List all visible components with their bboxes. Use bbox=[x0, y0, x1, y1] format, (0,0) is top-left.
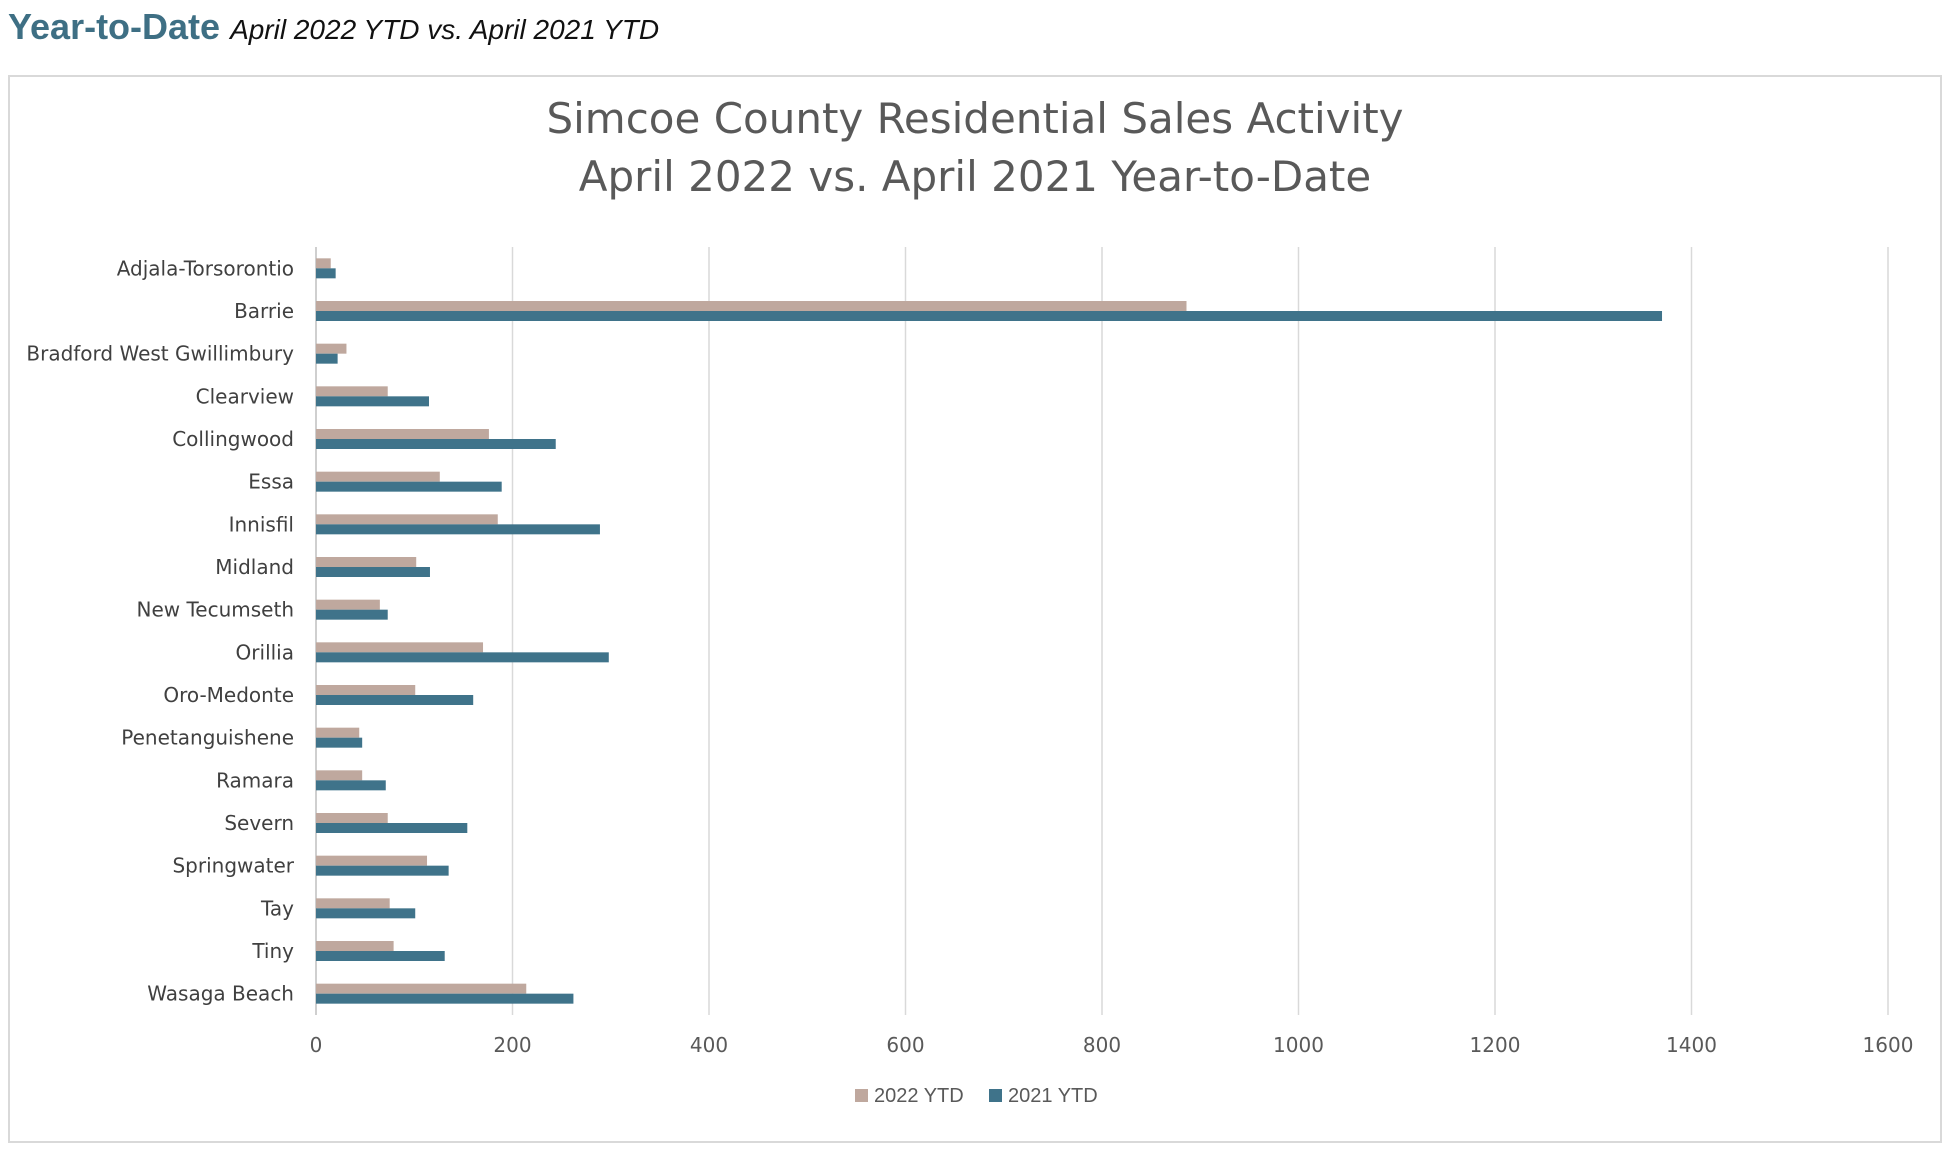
x-tick-label: 0 bbox=[310, 1033, 323, 1057]
x-tick-label: 800 bbox=[1083, 1033, 1121, 1057]
gridlines bbox=[315, 247, 1889, 1015]
bar-2021-ytd bbox=[316, 652, 609, 663]
bar-2021-ytd bbox=[316, 567, 430, 577]
legend-swatch bbox=[855, 1089, 868, 1102]
x-tick-label: 1200 bbox=[1470, 1033, 1521, 1057]
bar-2021-ytd bbox=[316, 353, 338, 364]
chart-title: Simcoe County Residential Sales Activity… bbox=[546, 94, 1403, 201]
bar-2021-ytd bbox=[316, 481, 502, 492]
page-title: Year-to-Date bbox=[8, 6, 221, 47]
page-subtitle: April 2022 YTD vs. April 2021 YTD bbox=[230, 14, 660, 45]
bar-2021-ytd bbox=[316, 311, 1663, 321]
category-label: Essa bbox=[248, 470, 294, 494]
bar-2021-ytd bbox=[316, 737, 363, 748]
bar-2022-ytd bbox=[316, 813, 388, 823]
bar-2022-ytd bbox=[316, 557, 417, 567]
category-label: Tay bbox=[260, 896, 294, 920]
category-label: Midland bbox=[215, 555, 294, 579]
bar-2022-ytd bbox=[316, 429, 489, 439]
bar-2021-ytd bbox=[316, 823, 468, 833]
bar-2022-ytd bbox=[316, 983, 527, 994]
bar-2021-ytd bbox=[316, 951, 445, 961]
x-tick-label: 1400 bbox=[1666, 1033, 1717, 1057]
category-label: New Tecumseth bbox=[137, 598, 295, 622]
bar-2021-ytd bbox=[316, 695, 474, 705]
bar-2021-ytd bbox=[316, 865, 449, 876]
bar-2022-ytd bbox=[316, 471, 440, 482]
x-tick-label: 200 bbox=[493, 1033, 531, 1057]
legend-label: 2021 YTD bbox=[1008, 1085, 1098, 1107]
category-label: Collingwood bbox=[172, 427, 294, 451]
page-heading: Year-to-Date April 2022 YTD vs. April 20… bbox=[8, 6, 659, 56]
category-label: Orillia bbox=[236, 640, 294, 664]
legend-swatch bbox=[989, 1089, 1002, 1102]
bar-2021-ytd bbox=[316, 908, 416, 919]
category-label: Penetanguishene bbox=[121, 726, 294, 750]
x-tick-label: 400 bbox=[690, 1033, 728, 1057]
bar-2021-ytd bbox=[316, 439, 556, 449]
category-label: Wasaga Beach bbox=[147, 982, 294, 1006]
x-tick-label: 600 bbox=[886, 1033, 924, 1057]
bar-2021-ytd bbox=[316, 993, 574, 1004]
bar-2022-ytd bbox=[316, 727, 360, 738]
bar-2022-ytd bbox=[316, 386, 388, 397]
category-label: Innisfil bbox=[229, 512, 294, 536]
bar-2022-ytd bbox=[316, 855, 428, 866]
bar-2022-ytd bbox=[316, 258, 331, 269]
category-label: Ramara bbox=[216, 768, 294, 792]
bar-2022-ytd bbox=[316, 685, 416, 695]
bar-2021-ytd bbox=[316, 780, 386, 791]
legend-label: 2022 YTD bbox=[874, 1085, 964, 1107]
bar-2022-ytd bbox=[316, 301, 1187, 311]
category-label: Barrie bbox=[234, 299, 294, 323]
x-axis-ticks: 0 200 400 600 800 1000 1200 1400 1600 bbox=[310, 1033, 1914, 1057]
bar-2022-ytd bbox=[316, 599, 380, 610]
bar-2022-ytd bbox=[316, 642, 484, 653]
x-tick-label: 1000 bbox=[1273, 1033, 1324, 1057]
category-label: Adjala-Torsorontio bbox=[117, 256, 294, 280]
bar-2021-ytd bbox=[316, 396, 429, 407]
bars bbox=[316, 258, 1663, 1004]
category-label: Clearview bbox=[196, 384, 294, 408]
chart-title-line-1: Simcoe County Residential Sales Activity bbox=[546, 94, 1403, 143]
category-labels: Adjala-Torsorontio Barrie Bradford West Gw… bbox=[26, 256, 294, 1005]
bar-2022-ytd bbox=[316, 941, 394, 951]
category-label: Springwater bbox=[172, 854, 294, 878]
category-label: Tiny bbox=[251, 939, 294, 963]
chart-frame: Simcoe County Residential Sales Activity… bbox=[8, 75, 1942, 1143]
bar-2022-ytd bbox=[316, 770, 363, 781]
x-tick-label: 1600 bbox=[1863, 1033, 1914, 1057]
bar-2021-ytd bbox=[316, 524, 600, 535]
legend: 2022 YTD 2021 YTD bbox=[855, 1085, 1098, 1107]
bar-2022-ytd bbox=[316, 343, 347, 354]
chart-title-line-2: April 2022 vs. April 2021 Year-to-Date bbox=[579, 152, 1371, 201]
category-label: Oro-Medonte bbox=[163, 683, 294, 707]
bar-2021-ytd bbox=[316, 609, 388, 620]
bar-2021-ytd bbox=[316, 268, 336, 279]
category-label: Bradford West Gwillimbury bbox=[26, 342, 294, 366]
bar-2022-ytd bbox=[316, 514, 498, 525]
category-label: Severn bbox=[224, 811, 294, 835]
bar-chart: Simcoe County Residential Sales Activity… bbox=[26, 94, 1914, 1107]
bar-2022-ytd bbox=[316, 898, 390, 909]
